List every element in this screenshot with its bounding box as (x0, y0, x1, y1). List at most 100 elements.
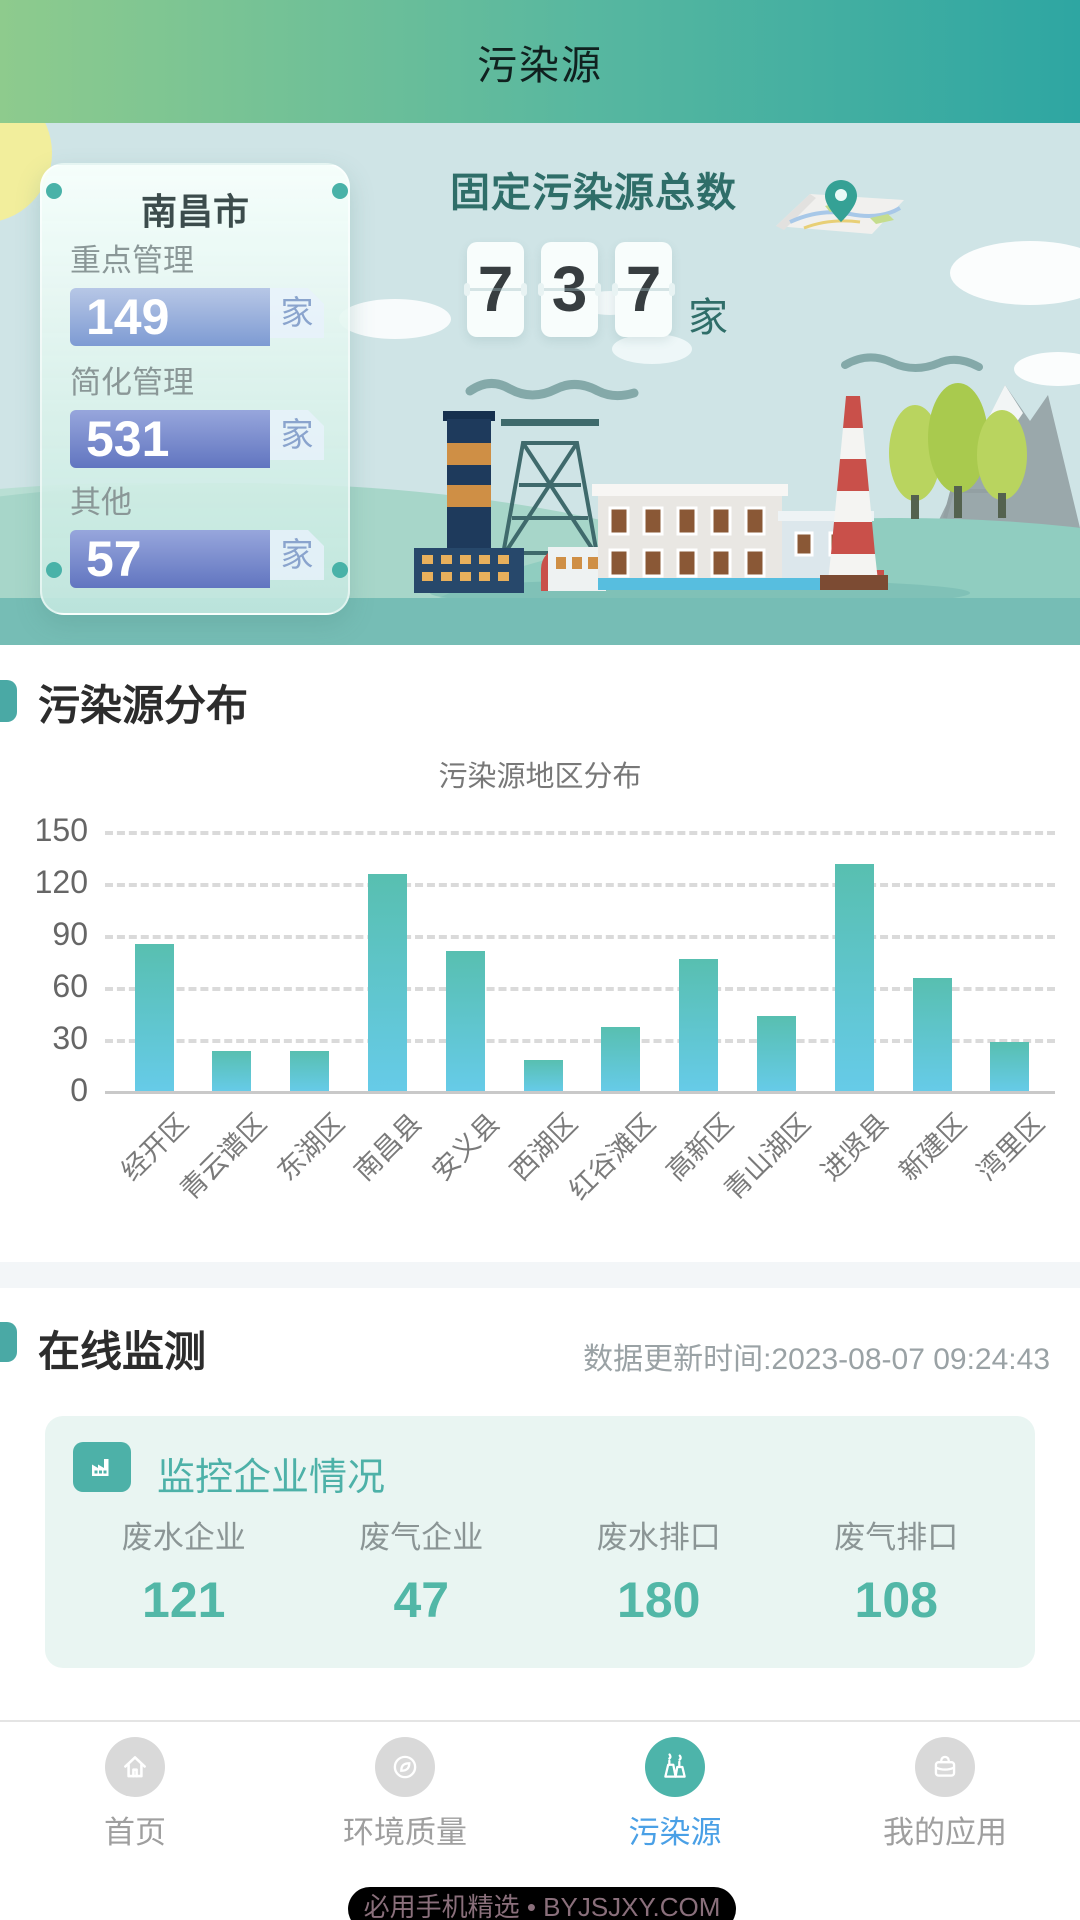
x-axis-label: 进贤县 (815, 1107, 895, 1187)
city-stat-row: 重点管理 149 家 (70, 235, 326, 346)
navy-building (414, 548, 524, 593)
chart-title: 污染源地区分布 (438, 761, 642, 793)
gridline (105, 1039, 1055, 1043)
gridline (105, 883, 1055, 887)
x-axis-label: 南昌县 (349, 1107, 428, 1187)
y-axis-tick: 0 (70, 1072, 88, 1108)
tree (889, 405, 941, 501)
tab-我的应用[interactable]: 我的应用 (810, 1722, 1080, 1920)
city-stat-label: 重点管理 (70, 243, 194, 278)
bar-青云谱区 (212, 1051, 252, 1091)
tab-label: 环境质量 (343, 1815, 467, 1850)
monitor-stat-value: 108 (854, 1572, 938, 1628)
tree (928, 383, 988, 493)
flip-split-line (464, 283, 527, 296)
bar-西湖区 (523, 1059, 563, 1091)
map-icon (770, 178, 912, 249)
bar-红谷滩区 (601, 1026, 641, 1091)
sun-icon (0, 123, 52, 221)
tab-污染源[interactable]: 污染源 (540, 1722, 810, 1920)
y-axis-tick: 120 (34, 864, 88, 900)
monitor-stat-value: 121 (142, 1572, 226, 1628)
gridline (105, 935, 1055, 939)
tab-label: 污染源 (628, 1815, 722, 1850)
monitor-stat-label: 废水排口 (596, 1520, 721, 1555)
chimney-striped (447, 419, 491, 550)
monitor-stats-row: 废水企业 121 废气企业 47 废水排口 180 废气排口 108 (65, 1512, 1015, 1629)
bar-湾里区 (990, 1042, 1030, 1091)
monitor-stat-value: 47 (393, 1572, 450, 1628)
monitor-stat: 废水企业 121 (65, 1512, 303, 1629)
app-header: 污染源 (0, 0, 1080, 123)
watermark-text: 必用手机精选 • BYJSJXY.COM (363, 1892, 721, 1920)
city-stat-value: 149 (70, 288, 270, 346)
city-stat-value: 531 (70, 410, 270, 468)
bar-高新区 (679, 959, 719, 1091)
city-stat-unit: 家 (270, 288, 324, 338)
corner-dot (46, 562, 62, 578)
factory-icon (645, 1737, 705, 1797)
city-stat-unit: 家 (270, 410, 324, 460)
x-axis-label: 东湖区 (271, 1107, 350, 1187)
flip-split-line (612, 283, 675, 296)
city-stat-bar: 531 家 (70, 410, 324, 468)
data-update-timestamp: 数据更新时间:2023-08-07 09:24:43 (583, 1343, 1050, 1376)
flip-digit: 3 (551, 253, 588, 325)
bar-青山湖区 (756, 1016, 796, 1091)
city-stat-bar: 57 家 (70, 530, 324, 588)
y-axis-tick: 150 (34, 812, 88, 848)
total-unit: 家 (688, 296, 728, 340)
x-axis-label: 青山湖区 (718, 1107, 817, 1206)
briefcase-icon (915, 1737, 975, 1797)
city-stat-bar: 149 家 (70, 288, 324, 346)
x-axis-label: 湾里区 (971, 1107, 1050, 1187)
bar-进贤县 (834, 863, 874, 1091)
tab-首页[interactable]: 首页 (0, 1722, 270, 1920)
page-title: 污染源 (477, 43, 603, 88)
section-marker (0, 680, 17, 722)
x-axis-label: 青云谱区 (174, 1107, 272, 1206)
bar-东湖区 (290, 1051, 330, 1091)
x-axis-label: 红谷滩区 (563, 1107, 661, 1206)
y-axis-tick: 90 (52, 916, 88, 952)
monitor-stat: 废气排口 108 (778, 1512, 1016, 1629)
flip-digit-card: 7 (464, 242, 527, 337)
flip-digit-card: 7 (612, 242, 675, 337)
y-axis-tick: 60 (52, 968, 88, 1004)
city-name: 南昌市 (140, 191, 249, 232)
corner-dot (332, 183, 348, 199)
city-stat-value: 57 (70, 530, 270, 588)
chimney-red-white (828, 396, 878, 581)
flip-split-line (538, 283, 601, 296)
monitor-stat-label: 废气企业 (359, 1520, 484, 1555)
section-title-monitoring: 在线监测 (38, 1328, 207, 1375)
city-stat-label: 其他 (70, 485, 132, 520)
smoke (841, 353, 983, 372)
district-bar-chart: 污染源地区分布 150 120 90 60 30 0 经开区 青云谱区 东湖区 南昌县 安义县 西湖区… (0, 745, 1080, 1255)
bar-安义县 (445, 950, 485, 1091)
city-stat-row: 简化管理 531 家 (70, 357, 326, 468)
tree (977, 410, 1027, 500)
monitor-stat: 废水排口 180 (540, 1512, 778, 1629)
total-sources-title: 固定污染源总数 (450, 171, 737, 215)
home-icon (105, 1737, 165, 1797)
tab-环境质量[interactable]: 环境质量 (270, 1722, 540, 1920)
bar-新建区 (912, 978, 952, 1091)
tab-label: 我的应用 (883, 1815, 1007, 1850)
monitor-stat-label: 废水企业 (121, 1520, 246, 1555)
bottom-tab-bar: 首页 环境质量 污染源 我的应用 (0, 1720, 1080, 1920)
environment-quality-icon (375, 1737, 435, 1797)
flip-digit-card: 3 (538, 242, 601, 337)
factory-tile-icon (73, 1442, 131, 1492)
smoke (465, 379, 639, 401)
flip-digit: 7 (477, 253, 514, 325)
y-axis-tick: 30 (52, 1020, 88, 1056)
x-axis-label: 安义县 (426, 1107, 506, 1187)
monitor-card-title: 监控企业情况 (157, 1457, 386, 1499)
bar-南昌县 (367, 874, 407, 1091)
corner-dot (332, 562, 348, 578)
city-stat-unit: 家 (270, 530, 324, 580)
